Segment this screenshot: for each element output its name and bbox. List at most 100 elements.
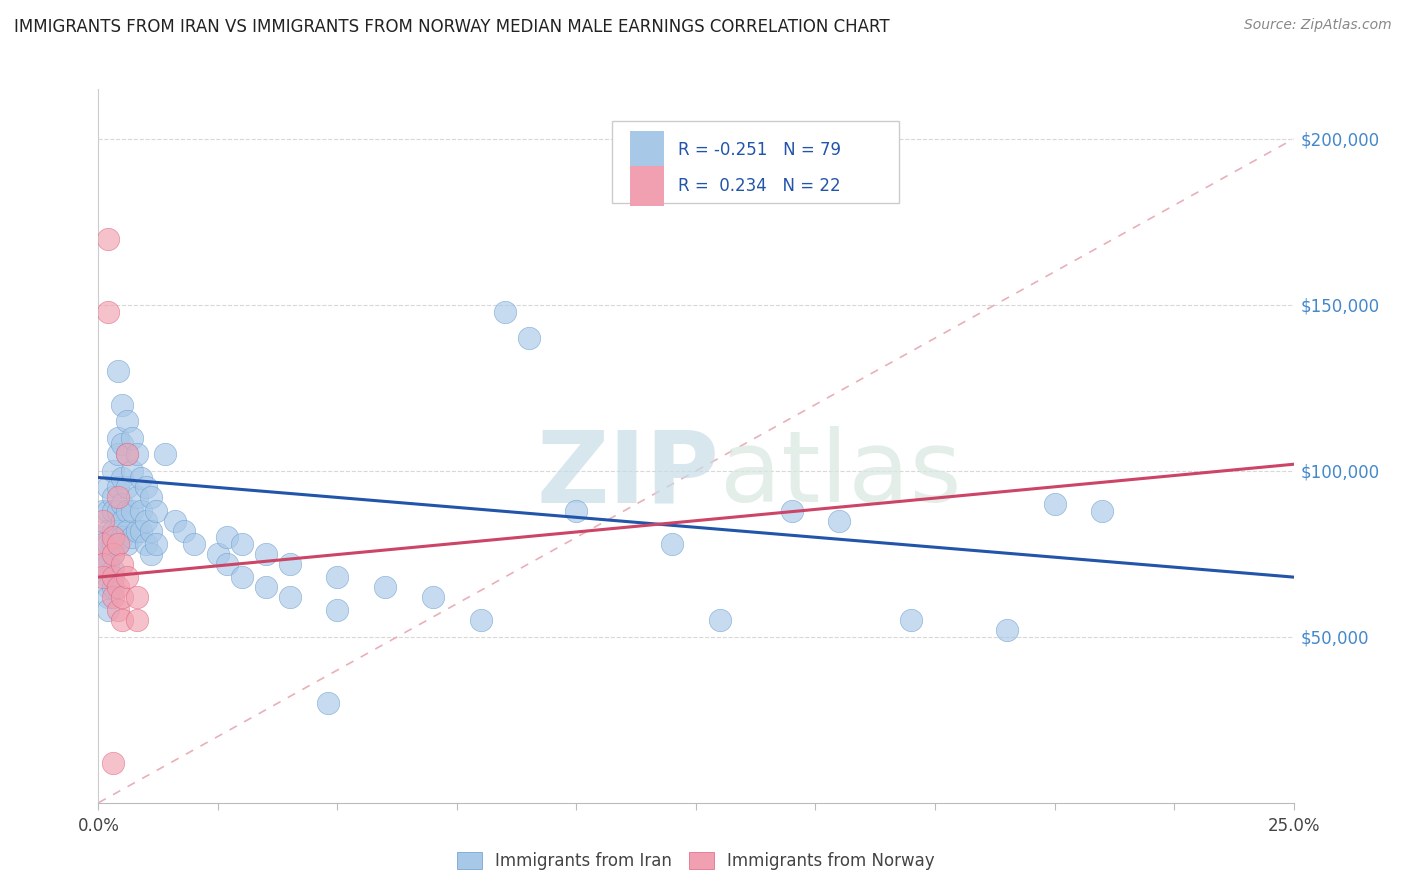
Point xyxy=(97,231,120,245)
Text: IMMIGRANTS FROM IRAN VS IMMIGRANTS FROM NORWAY MEDIAN MALE EARNINGS CORRELATION : IMMIGRANTS FROM IRAN VS IMMIGRANTS FROM … xyxy=(14,18,890,36)
Point xyxy=(125,613,148,627)
Legend: Immigrants from Iran, Immigrants from Norway: Immigrants from Iran, Immigrants from No… xyxy=(450,845,942,877)
Point xyxy=(101,491,124,505)
Point xyxy=(1043,497,1066,511)
Point xyxy=(115,481,138,495)
Point xyxy=(131,504,153,518)
Point xyxy=(900,613,922,627)
Point xyxy=(107,537,129,551)
Point xyxy=(163,514,186,528)
Point xyxy=(111,590,134,604)
Point xyxy=(125,590,148,604)
Point xyxy=(111,613,134,627)
Point xyxy=(101,590,124,604)
Point xyxy=(91,537,114,551)
Point xyxy=(155,447,177,461)
Point xyxy=(115,537,138,551)
Bar xyxy=(630,130,664,169)
Point xyxy=(107,504,129,518)
Point xyxy=(517,331,540,345)
Point xyxy=(661,537,683,551)
Point xyxy=(145,537,167,551)
Point xyxy=(97,590,120,604)
Point xyxy=(107,364,129,378)
Point xyxy=(374,580,396,594)
Point xyxy=(231,537,253,551)
Point xyxy=(183,537,205,551)
Point xyxy=(995,624,1018,638)
Point xyxy=(111,557,134,571)
Point xyxy=(97,570,120,584)
Point xyxy=(101,530,124,544)
Point xyxy=(101,564,124,578)
Point xyxy=(97,557,120,571)
Point xyxy=(107,447,129,461)
Bar xyxy=(613,121,900,203)
Point xyxy=(111,530,134,544)
Point xyxy=(135,481,157,495)
Point xyxy=(1091,504,1114,518)
Point xyxy=(91,530,114,544)
Point xyxy=(107,537,129,551)
Point xyxy=(107,481,129,495)
Point xyxy=(131,524,153,538)
Point xyxy=(107,431,129,445)
Point xyxy=(101,547,124,561)
Point xyxy=(135,537,157,551)
Point xyxy=(121,530,143,544)
Point xyxy=(111,514,134,528)
Text: ZIP: ZIP xyxy=(537,426,720,523)
Point xyxy=(115,447,138,461)
Point xyxy=(91,547,114,561)
Text: R = -0.251   N = 79: R = -0.251 N = 79 xyxy=(678,141,841,159)
Point xyxy=(91,514,114,528)
Point xyxy=(121,464,143,478)
Point xyxy=(115,570,138,584)
Point xyxy=(470,613,492,627)
Point xyxy=(422,590,444,604)
Point xyxy=(780,504,803,518)
Point xyxy=(111,470,134,484)
Point xyxy=(91,504,114,518)
Text: R =  0.234   N = 22: R = 0.234 N = 22 xyxy=(678,177,841,194)
Point xyxy=(97,537,120,551)
Point xyxy=(115,524,138,538)
Point xyxy=(97,603,120,617)
Point xyxy=(97,580,120,594)
Point xyxy=(101,570,124,584)
Point xyxy=(97,504,120,518)
Point xyxy=(115,447,138,461)
Point xyxy=(565,504,588,518)
Point xyxy=(107,491,129,505)
Point xyxy=(125,491,148,505)
Point xyxy=(101,464,124,478)
Point xyxy=(173,524,195,538)
Point xyxy=(107,524,129,538)
Point xyxy=(254,580,277,594)
Point xyxy=(107,603,129,617)
Point xyxy=(278,590,301,604)
Point xyxy=(135,514,157,528)
Text: Source: ZipAtlas.com: Source: ZipAtlas.com xyxy=(1244,18,1392,32)
Point xyxy=(115,504,138,518)
Point xyxy=(121,504,143,518)
Point xyxy=(91,570,114,584)
Point xyxy=(111,437,134,451)
Point xyxy=(91,557,114,571)
Point xyxy=(101,524,124,538)
Text: atlas: atlas xyxy=(720,426,962,523)
Point xyxy=(101,580,124,594)
Point xyxy=(121,431,143,445)
Point xyxy=(326,603,349,617)
Point xyxy=(217,557,239,571)
Point xyxy=(97,481,120,495)
Point xyxy=(97,304,120,318)
Point xyxy=(131,470,153,484)
Point xyxy=(107,580,129,594)
Point xyxy=(217,530,239,544)
Point xyxy=(97,524,120,538)
Point xyxy=(326,570,349,584)
Point xyxy=(316,696,339,710)
Point xyxy=(139,524,162,538)
Point xyxy=(115,414,138,428)
